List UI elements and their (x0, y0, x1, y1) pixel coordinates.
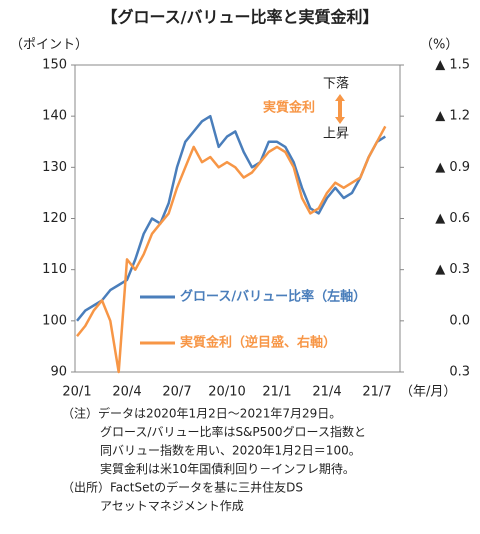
annotation: 実質金利 (263, 100, 315, 116)
y2-tick-label: 0.3 (449, 365, 470, 380)
annotation: 下落 (323, 77, 349, 92)
footnote: 同バリュー指数を用い、2020年1月2日＝100。 (100, 443, 361, 458)
y2-tick-label: ▲ 1.5 (435, 58, 470, 73)
y2-tick-label: ▲ 0.3 (435, 262, 470, 277)
y2-tick-label: ▲ 1.2 (435, 109, 470, 124)
arrow (335, 94, 345, 124)
y2-tick-label: ▲ 0.9 (435, 160, 470, 175)
footnote: 実質金利は米10年国債利回り－インフレ期待。 (100, 461, 355, 476)
chart-title: 【グロース/バリュー比率と実質金利】 (101, 8, 378, 27)
y-tick-label: 150 (42, 58, 67, 73)
y-tick-label: 140 (42, 109, 67, 124)
y-tick-label: 90 (50, 365, 67, 380)
x-tick-label: 21/7 (362, 385, 391, 400)
y-tick-label: 110 (42, 262, 67, 277)
y2-tick-label: 0.0 (449, 313, 470, 328)
line-series (76, 125, 387, 374)
footnote: グロース/バリュー比率はS&P500グロース指数と (100, 424, 366, 439)
x-tick-label: 20/7 (162, 385, 191, 400)
y-tick-label: 130 (42, 160, 67, 175)
annotation: 上昇 (323, 127, 349, 142)
footnote: （注）データは2020年1月2日～2021年7月29日。 (62, 406, 341, 421)
x-tick-label: 20/1 (62, 385, 91, 400)
y-tick-label: 120 (42, 211, 67, 226)
legend-label: 実質金利（逆目盛、右軸） (180, 335, 336, 351)
x-tick-label: 20/10 (208, 385, 245, 400)
line-series (76, 114, 386, 322)
y-tick-label: 100 (42, 313, 67, 328)
x-tick-label: 21/4 (312, 385, 341, 400)
x-axis-label: （年/月） (400, 385, 456, 400)
x-tick-label: 21/1 (262, 385, 291, 400)
y2-axis-label: （%） (420, 38, 458, 53)
y-axis-label: （ポイント） (10, 38, 88, 53)
footnote: アセットマネジメント作成 (100, 499, 244, 513)
y2-tick-label: ▲ 0.6 (435, 211, 470, 226)
plot-frame (74, 64, 401, 373)
x-tick-label: 20/4 (112, 385, 141, 400)
legend-label: グロース/バリュー比率（左軸） (180, 289, 366, 305)
footnote: （出所）FactSetのデータを基に三井住友DS (62, 480, 303, 495)
